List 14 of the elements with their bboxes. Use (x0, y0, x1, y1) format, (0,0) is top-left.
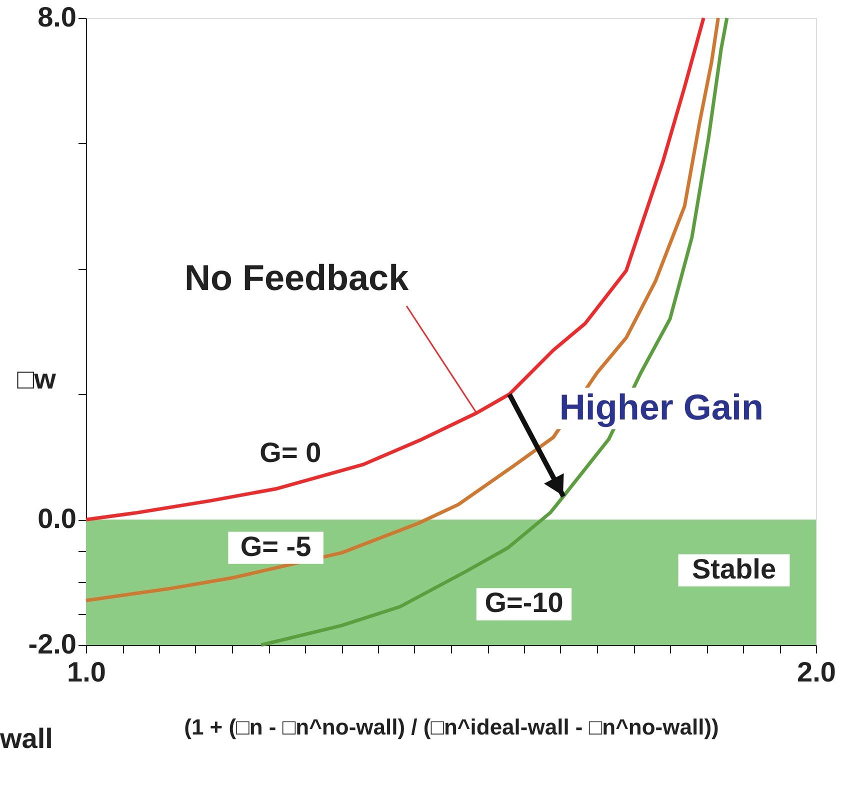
x-tick-label: 2.0 (797, 656, 836, 688)
series-label: G= 0 (260, 436, 322, 468)
annotation: Higher Gain (559, 386, 764, 428)
band-label: Stable (692, 553, 776, 584)
y-axis-title: □w (17, 364, 56, 395)
text: wall (0, 723, 53, 754)
y-tick-label: 0.0 (38, 503, 76, 534)
y-tick-label: -2.0 (28, 628, 76, 660)
annotation: No Feedback (184, 257, 410, 298)
y-tick-label: 8.0 (38, 2, 76, 32)
x-axis-title: (1 + (□n - □n^no-wall) / (□n^ideal-wall - □n^no-wall)) (184, 714, 719, 740)
series-label: G=-10 (484, 587, 564, 618)
series-label: G= -5 (240, 530, 312, 562)
x-tick-label: 1.0 (67, 656, 106, 688)
